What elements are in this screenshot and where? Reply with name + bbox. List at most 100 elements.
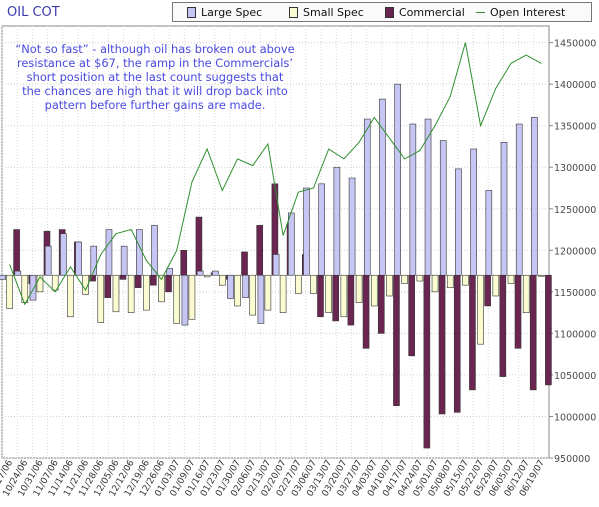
bar-large-spec [120, 245, 128, 276]
annotation-line: the chances are high that it will drop b… [22, 84, 288, 98]
bar-commercial [377, 274, 385, 334]
bar-small-spec [355, 274, 363, 303]
bar-large-spec [439, 140, 447, 276]
bar-large-spec [14, 270, 22, 276]
bar-commercial [514, 274, 522, 349]
chart-title: OIL COT [7, 5, 60, 20]
y-tick-label: 1250000 [554, 205, 596, 216]
bar-large-spec [303, 187, 310, 276]
legend: Large Spec Small Spec Commercial Open In… [172, 2, 592, 22]
bar-commercial [499, 274, 507, 377]
bar-large-spec [227, 274, 234, 299]
legend-label: Large Spec [201, 6, 263, 19]
bar-small-spec [97, 274, 105, 323]
bar-commercial [165, 274, 172, 293]
bar-large-spec [212, 270, 219, 276]
legend-swatch-open-interest [476, 12, 485, 13]
bar-large-spec [242, 274, 250, 298]
bar-large-spec [379, 98, 386, 276]
bar-small-spec [234, 274, 241, 307]
bar-commercial [453, 274, 461, 413]
bar-commercial [423, 274, 431, 449]
bar-large-spec [136, 229, 143, 276]
bar-large-spec [75, 241, 82, 276]
bar-small-spec [264, 274, 272, 311]
bar-large-spec [29, 274, 37, 301]
legend-item-open-interest: Open Interest [476, 6, 565, 19]
bar-commercial [545, 274, 552, 386]
legend-item-small-spec: Small Spec [289, 6, 364, 19]
bar-small-spec [507, 274, 515, 284]
bar-commercial [256, 225, 264, 276]
legend-swatch-commercial [385, 7, 394, 18]
bar-large-spec [166, 268, 174, 276]
bar-commercial [195, 216, 203, 276]
legend-item-commercial: Commercial [385, 6, 465, 19]
bar-large-spec [257, 274, 265, 324]
bar-large-spec [287, 212, 295, 276]
y-tick-label: 1200000 [554, 246, 596, 257]
bar-small-spec [462, 274, 469, 286]
annotation-text: “Not so fast” - although oil has broken … [10, 42, 300, 112]
bar-commercial [134, 274, 142, 288]
bar-large-spec [0, 274, 6, 280]
bar-commercial [104, 274, 112, 298]
bar-large-spec [424, 118, 432, 276]
bar-large-spec [60, 233, 67, 276]
bar-small-spec [112, 274, 120, 313]
bar-commercial [529, 274, 537, 391]
bar-small-spec [249, 274, 257, 316]
legend-label: Open Interest [490, 6, 566, 19]
bar-small-spec [431, 274, 439, 293]
y-tick-label: 1150000 [554, 288, 596, 299]
legend-label: Commercial [399, 6, 465, 19]
bar-small-spec [522, 274, 530, 313]
bar-small-spec [219, 274, 226, 286]
y-tick-label: 1450000 [554, 39, 596, 50]
bar-commercial [347, 274, 355, 326]
bar-small-spec [127, 274, 135, 313]
bar-commercial [408, 274, 415, 357]
bar-small-spec [173, 274, 181, 324]
bar-small-spec [310, 274, 317, 294]
legend-label: Small Spec [303, 6, 364, 19]
bar-small-spec [477, 274, 484, 345]
bar-large-spec [515, 123, 523, 276]
bar-small-spec [51, 274, 59, 291]
bar-small-spec [158, 274, 165, 303]
annotation-line: short position at the last count suggest… [26, 70, 284, 84]
line-open-interest [9, 42, 542, 306]
annotation-line: resistance at $67, the ramp in the Comme… [16, 56, 293, 70]
bar-commercial [332, 274, 339, 322]
bar-large-spec [318, 183, 325, 276]
y-tick-label: 1300000 [554, 163, 596, 174]
bar-small-spec [188, 274, 196, 320]
bar-commercial [180, 250, 188, 276]
legend-swatch-small-spec [289, 7, 298, 18]
legend-swatch-large-spec [187, 7, 196, 18]
bar-large-spec [90, 245, 98, 276]
bar-large-spec [196, 270, 204, 276]
bar-commercial [362, 274, 370, 349]
bar-large-spec [409, 123, 417, 276]
bar-large-spec [44, 245, 52, 276]
bar-large-spec [333, 166, 341, 276]
bar-small-spec [6, 274, 13, 309]
bar-small-spec [446, 274, 454, 288]
bar-large-spec [394, 83, 401, 276]
bar-small-spec [203, 274, 211, 278]
y-tick-label: 1100000 [554, 329, 596, 340]
bar-small-spec [370, 274, 378, 307]
y-tick-label: 1050000 [554, 371, 596, 382]
bar-commercial [241, 251, 248, 276]
y-tick-label: 1400000 [554, 80, 596, 91]
annotation-line: pattern before further gains are made. [44, 98, 266, 112]
bar-small-spec [294, 274, 302, 294]
bar-commercial [393, 274, 400, 406]
bar-large-spec [455, 168, 462, 276]
bar-large-spec [363, 118, 371, 276]
bar-commercial [317, 274, 324, 318]
bar-small-spec [340, 274, 348, 318]
y-tick-label: 950000 [554, 454, 590, 465]
bar-small-spec [67, 274, 74, 318]
